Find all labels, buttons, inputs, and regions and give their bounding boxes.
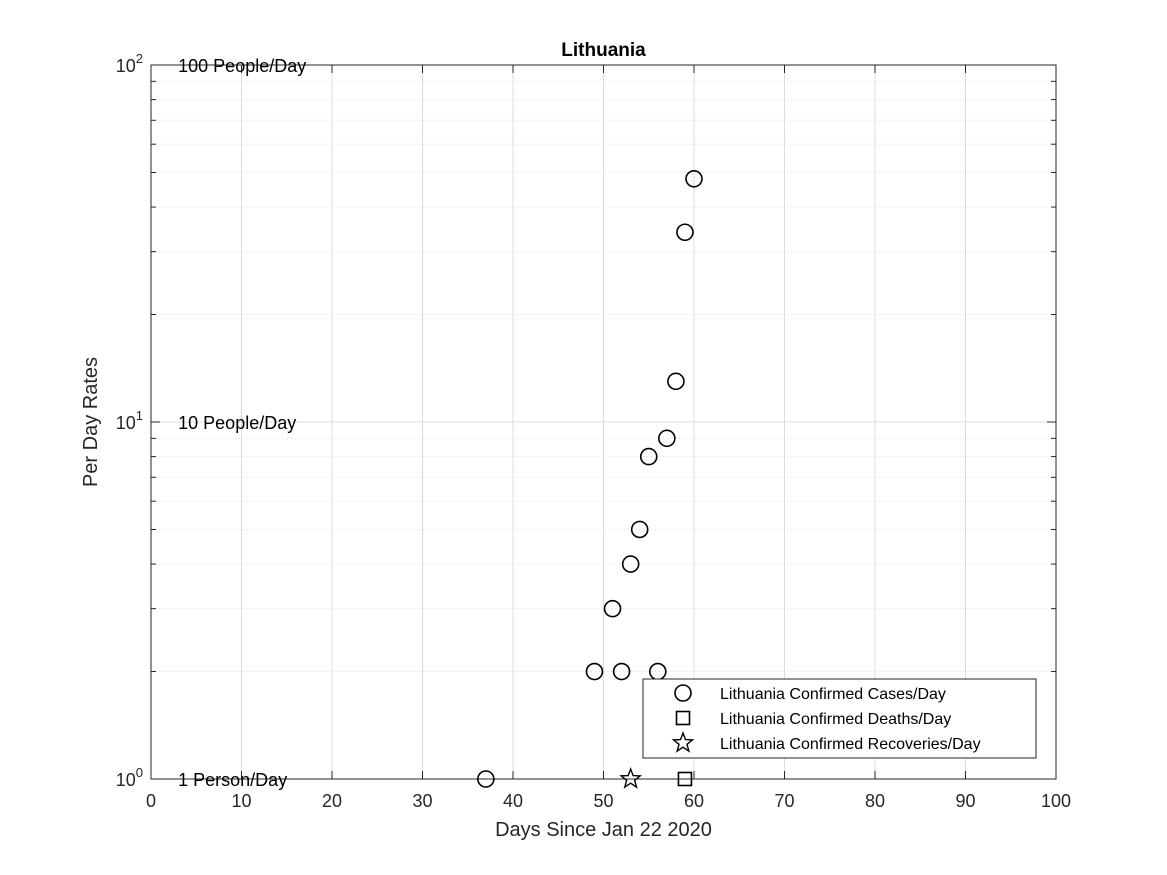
- circle-data-point: [676, 223, 694, 242]
- circle-data-point: [630, 520, 649, 539]
- x-tick-label: 80: [865, 791, 885, 811]
- axis-ticks: [150, 64, 1057, 780]
- legend: Lithuania Confirmed Cases/Day Lithuania C…: [642, 678, 1037, 759]
- x-tick-label: 100: [1041, 791, 1071, 811]
- star-data-point: [619, 767, 643, 789]
- circle-data-point: [658, 429, 676, 448]
- y-tick-base: 10: [116, 770, 136, 790]
- chart-title: Lithuania: [561, 40, 646, 61]
- y-tick-label: 102: [116, 51, 143, 76]
- y-tick-exponent: 2: [136, 51, 143, 66]
- legend-entry: Lithuania Confirmed Deaths/Day: [720, 711, 951, 728]
- circle-data-point: [477, 770, 495, 788]
- y-tick-label: 101: [116, 408, 143, 433]
- y-tick-base: 10: [116, 56, 136, 76]
- legend-marker-square: [675, 710, 691, 726]
- rate-annotation: 10 People/Day: [178, 413, 296, 433]
- y-axis-label: Per Day Rates: [80, 357, 102, 487]
- x-tick-label: 50: [593, 791, 613, 811]
- x-tick-labels: 0 10 20 30 40 50 60 70 80 90 100: [146, 791, 1071, 811]
- y-tick-label: 100: [116, 765, 143, 790]
- x-tick-label: 30: [412, 791, 432, 811]
- circle-data-point: [685, 169, 703, 188]
- y-tick-base: 10: [116, 413, 136, 433]
- legend-entry: Lithuania Confirmed Recoveries/Day: [720, 736, 981, 753]
- legend-box: [642, 678, 1037, 759]
- circle-data-point: [585, 662, 604, 681]
- annotations: 100 People/Day 10 People/Day 1 Person/Day: [178, 56, 306, 790]
- x-tick-label: 90: [955, 791, 975, 811]
- x-tick-label: 20: [322, 791, 342, 811]
- legend-marker-star: [671, 731, 695, 753]
- circle-data-point: [603, 599, 622, 618]
- circle-data-point: [621, 555, 640, 573]
- x-tick-label: 60: [684, 791, 704, 811]
- circle-data-point: [667, 372, 685, 391]
- circle-data-point: [639, 447, 658, 466]
- x-tick-label: 70: [774, 791, 794, 811]
- y-tick-exponent: 0: [136, 765, 143, 780]
- rate-annotation: 100 People/Day: [178, 56, 306, 76]
- legend-entry: Lithuania Confirmed Cases/Day: [720, 686, 946, 703]
- grid: [151, 65, 1056, 779]
- y-tick-exponent: 1: [136, 408, 143, 423]
- x-tick-label: 10: [231, 791, 251, 811]
- data-points: [477, 169, 703, 789]
- x-axis-label: Days Since Jan 22 2020: [495, 819, 712, 841]
- square-data-point: [677, 771, 693, 787]
- rate-annotation: 1 Person/Day: [178, 770, 287, 790]
- legend-marker-circle: [674, 684, 692, 702]
- x-tick-label: 0: [146, 791, 156, 811]
- circle-data-point: [612, 662, 631, 681]
- x-tick-label: 40: [503, 791, 523, 811]
